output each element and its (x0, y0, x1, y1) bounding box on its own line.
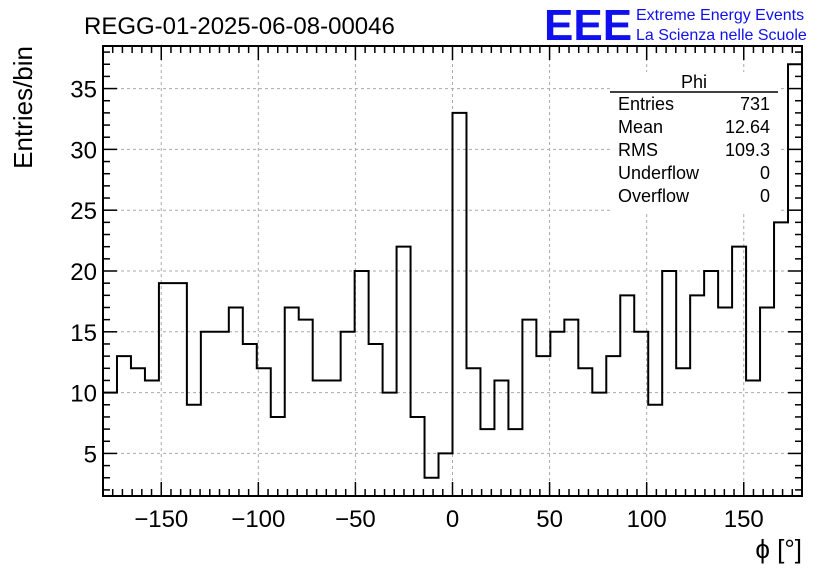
logo-mark: EEE (544, 1, 632, 50)
y-tick-label: 5 (84, 441, 97, 468)
y-tick-label: 30 (70, 137, 97, 164)
x-tick-label: 50 (536, 506, 563, 533)
stats-label: Entries (618, 94, 674, 114)
stats-label: RMS (618, 140, 658, 160)
y-axis-label: Entries/bin (8, 46, 38, 169)
y-tick-label: 15 (70, 320, 97, 347)
x-tick-label: 0 (446, 506, 459, 533)
x-tick-label: −150 (134, 506, 188, 533)
stats-label: Underflow (618, 163, 700, 183)
y-tick-label: 35 (70, 77, 97, 104)
histogram-line (103, 63, 802, 479)
stats-title: Phi (681, 72, 707, 92)
logo-line-2: La Scienza nelle Scuole (636, 27, 807, 44)
y-tick-label: 10 (70, 381, 97, 408)
x-tick-label: −50 (335, 506, 376, 533)
stats-box: Phi Entries 731 Mean 12.64 RMS 109.3 Underflow… (610, 72, 778, 212)
axis-ticks: −150 −100 −50 0 50 100 150 5 10 15 20 25 30 35 (70, 46, 802, 533)
stats-label: Mean (618, 117, 663, 137)
stats-label: Overflow (618, 186, 690, 206)
eee-logo: EEE Extreme Energy Events La Scienza nel… (544, 1, 807, 50)
stats-value: 109.3 (725, 140, 770, 160)
y-tick-label: 20 (70, 259, 97, 286)
x-tick-label: 150 (724, 506, 764, 533)
chart-title: REGG-01-2025-06-08-00046 (84, 13, 395, 40)
x-tick-label: −100 (231, 506, 285, 533)
stats-value: 0 (760, 186, 770, 206)
stats-value: 0 (760, 163, 770, 183)
x-axis-label: ϕ [°] (755, 534, 802, 564)
x-tick-label: 100 (627, 506, 667, 533)
y-tick-label: 25 (70, 198, 97, 225)
logo-line-1: Extreme Energy Events (636, 7, 804, 24)
stats-value: 12.64 (725, 117, 770, 137)
stats-value: 731 (740, 94, 770, 114)
